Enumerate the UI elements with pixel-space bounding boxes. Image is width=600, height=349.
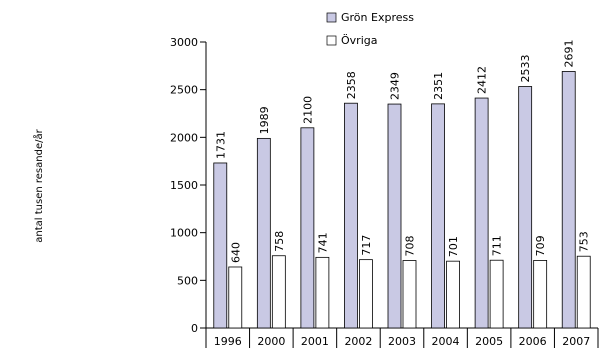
bar-gron-express — [431, 103, 445, 329]
data-label: 2533 — [519, 55, 532, 83]
y-tick-label: 1500 — [170, 179, 198, 192]
y-tick-label: 2000 — [170, 131, 198, 144]
legend-swatch-gron-express — [326, 12, 337, 23]
x-tick-label: 2002 — [344, 335, 372, 348]
bar-gron-express — [256, 137, 271, 329]
y-tick-label: 500 — [177, 274, 198, 287]
data-label: 2100 — [301, 96, 314, 124]
y-tick-label: 1000 — [170, 227, 198, 240]
data-label: 753 — [578, 231, 591, 252]
x-tick-label: 1996 — [214, 335, 242, 348]
bar-gron-express — [561, 71, 576, 329]
data-label: 708 — [404, 236, 417, 257]
bar-gron-express — [300, 127, 315, 329]
bar-ovriga — [402, 260, 417, 329]
data-label: 711 — [491, 235, 504, 256]
legend-label-ovriga: Övriga — [341, 34, 377, 47]
x-tick-label: 2006 — [519, 335, 547, 348]
bar-ovriga — [489, 259, 504, 329]
bar-ovriga — [315, 256, 330, 329]
bar-ovriga — [359, 259, 373, 329]
data-label: 717 — [360, 235, 373, 256]
y-axis-label: antal tusen resande/år — [32, 128, 45, 242]
legend-label-gron-express: Grön Express — [341, 11, 414, 24]
data-label: 741 — [316, 232, 329, 253]
legend-swatch-ovriga — [326, 35, 337, 46]
data-label: 758 — [273, 231, 286, 252]
bar-ovriga — [533, 260, 548, 329]
x-tick-label: 2003 — [388, 335, 416, 348]
bar-ovriga — [228, 266, 243, 329]
data-label: 2351 — [432, 72, 445, 100]
data-label: 2349 — [389, 72, 402, 100]
data-label: 701 — [447, 236, 460, 257]
data-label: 2691 — [563, 39, 576, 67]
axes: 0 500 1000 1500 2000 2500 3000 1996 2000 2001 2002… — [170, 36, 599, 348]
data-label: 1989 — [258, 106, 271, 134]
x-tick-label: 2001 — [301, 335, 329, 348]
data-label: 709 — [534, 235, 547, 256]
x-tick-label: 2007 — [562, 335, 590, 348]
y-tick-label: 3000 — [170, 36, 198, 49]
bar-gron-express — [518, 86, 533, 329]
y-tick-label: 0 — [191, 322, 198, 335]
bar-gron-express — [474, 97, 489, 329]
bar-ovriga — [271, 255, 286, 329]
bar-gron-express — [213, 162, 228, 329]
x-tick-label: 2004 — [432, 335, 460, 348]
data-label: 2358 — [345, 71, 358, 99]
bar-ovriga — [576, 255, 591, 329]
x-tick-label: 2005 — [475, 335, 503, 348]
data-label: 1731 — [214, 131, 227, 159]
x-tick-label: 2000 — [257, 335, 285, 348]
bar-gron-express — [387, 103, 402, 329]
data-label: 2412 — [476, 66, 489, 94]
bar-ovriga — [446, 260, 460, 329]
data-label: 640 — [229, 242, 242, 263]
legend: Grön Express Övriga — [326, 11, 414, 47]
bar-gron-express — [344, 102, 358, 329]
bars: 1731 640 1989 758 2100 741 2358 717 2349 708 2351 7… — [213, 39, 591, 329]
y-tick-label: 2500 — [170, 84, 198, 97]
